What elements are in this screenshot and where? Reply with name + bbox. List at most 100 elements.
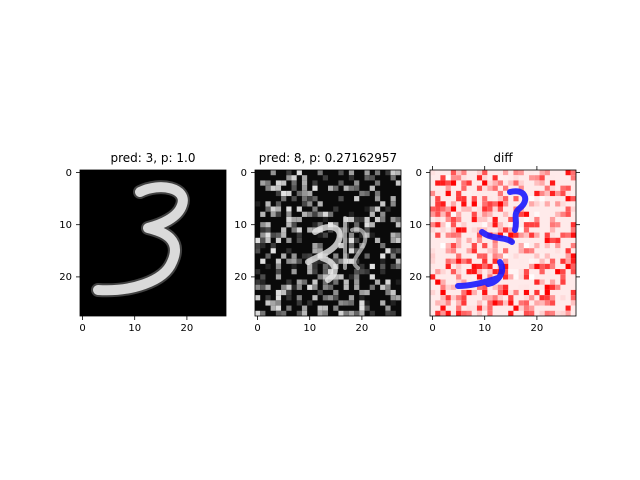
diff-pixel [544,170,550,176]
noise-pixel [390,248,396,254]
noise-pixel [265,237,271,243]
diff-pixel [539,310,545,316]
x-axis: 0 10 20 [254,316,368,334]
diff-pixel [518,300,524,306]
diff-pixel [476,310,483,316]
noise-pixel [390,232,396,238]
diff-pixel [456,243,462,249]
diff-pixel [570,305,576,311]
diff-pixel [555,196,561,202]
diff-pixel [476,185,483,191]
noise-pixel [364,253,370,259]
noise-pixel [312,284,318,290]
noise-pixel [322,216,328,223]
diff-pixel [440,269,446,275]
panel-title: pred: 3, p: 1.0 [111,151,196,165]
diff-pixel [529,232,535,238]
y-tick-label: 0 [416,168,422,179]
diff-pixel [518,248,524,254]
noise-pixel [364,300,370,306]
diff-pixel [492,222,498,228]
noise-pixel [348,216,355,223]
diff-pixel [503,196,509,202]
noise-pixel [364,170,370,176]
diff-pixel [482,185,488,191]
noise-pixel [338,196,344,202]
diff-pixel [570,300,576,306]
diff-pixel [503,201,509,207]
diff-pixel [529,175,535,181]
noise-pixel [322,279,328,285]
diff-pixel [518,232,524,238]
diff-pixel [440,305,446,311]
diff-pixel [544,190,550,197]
noise-pixel [260,279,266,285]
diff-pixel [450,300,457,306]
diff-pixel [492,269,498,275]
diff-pixel [549,180,556,186]
noise-pixel [374,170,381,176]
diff-pixel [471,274,477,280]
diff-pixel [492,295,498,301]
diff-pixel [503,190,509,197]
diff-pixel [534,216,540,223]
noise-pixel [380,284,386,290]
noise-pixel [312,248,318,254]
diff-pixel [539,190,545,197]
noise-pixel [374,180,381,186]
noise-pixel [275,274,282,280]
noise-pixel [307,196,313,202]
noise-pixel [328,279,334,285]
diff-pixel [549,216,556,223]
diff-pixel [518,243,524,249]
noise-pixel [296,206,302,212]
diff-pixel [435,300,441,306]
diff-pixel [549,284,556,290]
diff-pixel [508,232,514,238]
diff-pixel [570,232,576,238]
noise-pixel [286,305,292,311]
diff-pixel [503,170,509,176]
diff-pixel [565,206,571,212]
noise-pixel [312,222,318,228]
noise-pixel [255,201,261,207]
diff-pixel [497,201,503,207]
image-adversarial [255,170,401,316]
noise-pixel [275,190,282,197]
diff-pixel [544,263,550,270]
noise-pixel [395,237,401,243]
noise-pixel [260,274,266,280]
noise-pixel [296,170,302,176]
x-tick-label: 20 [356,323,369,334]
diff-pixel [549,227,556,233]
diff-pixel [560,279,566,285]
diff-pixel [440,175,446,181]
diff-pixel [492,180,498,186]
diff-pixel [523,295,530,301]
noise-pixel [369,310,375,316]
noise-pixel [296,310,302,316]
diff-pixel [476,237,483,243]
noise-pixel [291,180,297,186]
diff-pixel [544,289,550,296]
noise-pixel [286,248,292,254]
diff-pixel [492,300,498,306]
diff-pixel [513,180,519,186]
diff-pixel [450,284,457,290]
diff-pixel [492,284,498,290]
diff-pixel [461,206,467,212]
noise-pixel [281,190,287,197]
diff-pixel [456,269,462,275]
noise-pixel [281,289,287,296]
diff-pixel [560,274,566,280]
diff-pixel [461,310,467,316]
noise-pixel [333,206,339,212]
noise-pixel [281,232,287,238]
noise-pixel [369,211,375,217]
diff-pixel [435,180,441,186]
diff-pixel [497,196,503,202]
noise-pixel [312,263,318,270]
diff-pixel [456,227,462,233]
noise-pixel [270,300,276,306]
diff-pixel [539,170,545,176]
